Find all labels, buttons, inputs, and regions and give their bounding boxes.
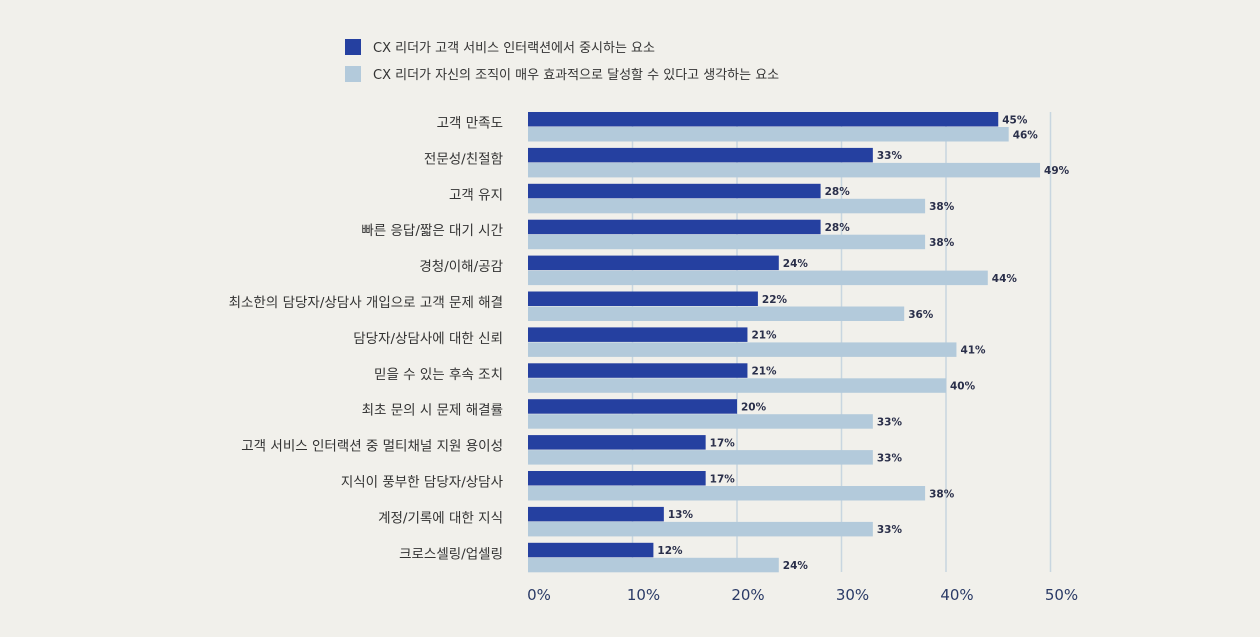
category-label: 담당자/상담사에 대한 신뢰 xyxy=(353,331,503,347)
value-label: 33% xyxy=(877,416,903,428)
value-label: 20% xyxy=(741,401,767,413)
bar xyxy=(528,486,926,501)
category-label: 믿을 수 있는 후속 조치 xyxy=(374,367,503,383)
value-label: 22% xyxy=(762,294,788,306)
bar xyxy=(528,399,737,414)
bar xyxy=(528,327,748,342)
bar xyxy=(528,198,926,214)
bar xyxy=(528,557,779,573)
value-label: 41% xyxy=(960,345,986,357)
bar xyxy=(528,435,706,450)
bar xyxy=(528,270,988,286)
value-label: 40% xyxy=(950,381,976,393)
x-tick-label: 0% xyxy=(527,586,551,604)
bar xyxy=(528,127,1009,142)
bar xyxy=(528,219,821,235)
value-label: 13% xyxy=(668,509,694,521)
value-label: 33% xyxy=(877,452,903,464)
value-label: 33% xyxy=(877,524,903,536)
legend-swatch xyxy=(345,66,361,82)
bar xyxy=(528,306,905,321)
value-labels: 45% 46% 33% 49% 28% 38% 28% 38% 24% 44% 22% 36% 21% 4… xyxy=(657,114,1069,572)
bar xyxy=(528,414,873,429)
value-label: 38% xyxy=(929,488,955,500)
gridlines xyxy=(631,112,1052,572)
category-label: 계정/기록에 대한 지식 xyxy=(378,510,503,526)
bar xyxy=(528,183,821,199)
category-label: 지식이 풍부한 담당자/상담사 xyxy=(341,475,504,491)
x-tick-label: 40% xyxy=(940,586,973,604)
value-label: 12% xyxy=(657,545,683,557)
x-tick-label: 20% xyxy=(731,586,764,604)
value-label: 38% xyxy=(929,201,955,213)
value-label: 36% xyxy=(908,309,934,321)
x-axis-ticks: 0% 10% 20% 30% 40% 50% xyxy=(527,586,1078,604)
x-tick-label: 50% xyxy=(1045,586,1078,604)
bar xyxy=(528,521,873,537)
value-label: 38% xyxy=(929,237,955,249)
bar xyxy=(528,162,1041,178)
bar xyxy=(528,471,706,486)
value-label: 44% xyxy=(992,273,1018,285)
category-label: 전문성/친절함 xyxy=(424,151,503,167)
bar xyxy=(528,255,779,271)
bar xyxy=(528,506,664,522)
value-label: 28% xyxy=(825,222,851,234)
value-label: 33% xyxy=(877,150,903,162)
category-label: 최초 문의 시 문제 해결률 xyxy=(362,403,503,419)
bar xyxy=(528,363,748,378)
legend-swatch xyxy=(345,39,361,55)
bar xyxy=(528,378,946,393)
value-label: 17% xyxy=(710,473,736,485)
value-label: 21% xyxy=(751,330,777,342)
category-label: 고객 만족도 xyxy=(437,116,503,132)
bar xyxy=(528,291,758,306)
value-label: 17% xyxy=(710,437,736,449)
category-label: 고객 서비스 인터랙션 중 멀티채널 지원 용이성 xyxy=(241,439,503,455)
bar xyxy=(528,342,957,357)
category-label: 빠른 응답/짧은 대기 시간 xyxy=(361,223,503,239)
bar xyxy=(528,450,873,465)
x-tick-label: 30% xyxy=(836,586,869,604)
category-label: 최소한의 담당자/상담사 개입으로 고객 문제 해결 xyxy=(229,295,503,311)
category-label: 크로스셀링/업셀링 xyxy=(399,546,503,562)
legend: CX 리더가 고객 서비스 인터랙션에서 중시하는 요소 CX 리더가 자신의 조… xyxy=(345,39,779,83)
value-label: 49% xyxy=(1044,165,1070,177)
value-label: 28% xyxy=(825,186,851,198)
value-label: 46% xyxy=(1013,129,1039,141)
x-tick-label: 10% xyxy=(627,586,660,604)
bar xyxy=(528,542,654,558)
value-label: 24% xyxy=(783,560,809,572)
bar xyxy=(528,147,873,163)
bar xyxy=(528,112,999,127)
value-label: 24% xyxy=(783,258,809,270)
bar xyxy=(528,234,926,250)
value-label: 21% xyxy=(751,366,777,378)
bars xyxy=(528,112,1041,573)
value-label: 45% xyxy=(1002,114,1028,126)
legend-label: CX 리더가 자신의 조직이 매우 효과적으로 달성할 수 있다고 생각하는 요… xyxy=(373,68,779,83)
category-label: 고객 유지 xyxy=(449,187,503,203)
category-label: 경청/이해/공감 xyxy=(419,259,503,275)
legend-label: CX 리더가 고객 서비스 인터랙션에서 중시하는 요소 xyxy=(373,41,655,56)
